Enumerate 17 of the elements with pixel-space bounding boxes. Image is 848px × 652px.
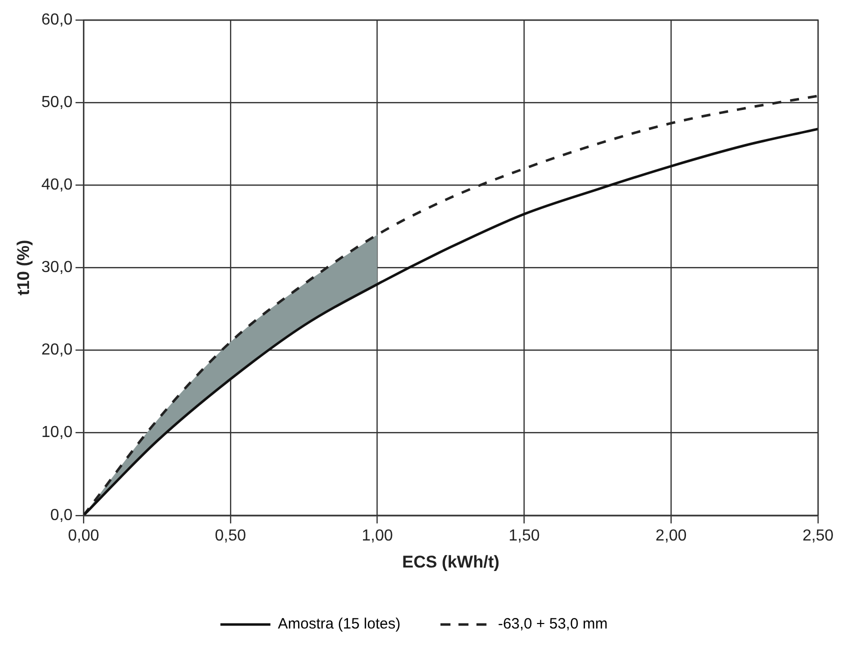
y-tick-label: 0,0: [50, 506, 73, 524]
y-tick-label: 50,0: [41, 94, 73, 111]
y-tick-label: 60,0: [41, 11, 73, 28]
y-tick-label: 40,0: [41, 176, 73, 194]
y-tick-label: 20,0: [41, 342, 73, 359]
x-tick-label: 1,50: [508, 527, 540, 544]
x-tick-label: 0,00: [68, 527, 100, 544]
y-tick-label: 30,0: [41, 259, 73, 276]
legend-label: -63,0 + 53,0 mm: [498, 616, 608, 633]
legend-label: Amostra (15 lotes): [278, 616, 400, 633]
y-axis-title: t10 (%): [14, 240, 33, 296]
x-tick-label: 2,00: [656, 527, 687, 544]
x-tick-label: 0,50: [214, 527, 246, 544]
x-tick-label: 2,50: [802, 527, 834, 544]
x-axis-title: ECS (kWh/t): [402, 552, 500, 572]
x-tick-label: 1,00: [362, 527, 393, 544]
y-tick-label: 10,0: [41, 424, 73, 442]
